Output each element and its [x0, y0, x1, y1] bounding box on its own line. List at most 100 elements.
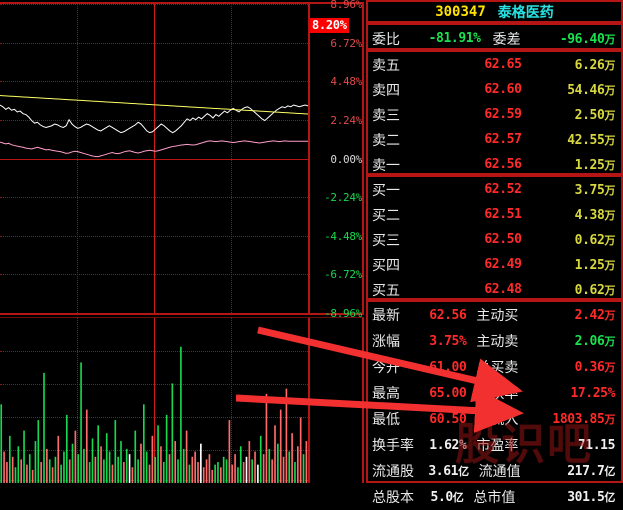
volume-bar — [165, 414, 168, 483]
volume-bar — [259, 435, 262, 483]
buy-level-row[interactable]: 买一 62.52 3.75万 — [368, 177, 621, 202]
volume-plot-area[interactable] — [0, 318, 308, 483]
volume-bar — [28, 454, 31, 483]
volume-bar — [43, 372, 45, 483]
buy-level-row[interactable]: 买三 62.50 0.62万 — [368, 227, 621, 252]
buy-level-label: 买二 — [372, 207, 400, 224]
volume-bar — [48, 459, 51, 483]
volume-bar — [26, 464, 28, 483]
stat-label-2: 流通值 — [478, 464, 521, 480]
volume-bar — [14, 467, 17, 483]
sell-level-label: 卖一 — [372, 157, 400, 174]
volume-bar — [251, 459, 254, 483]
stat-value: 60.50 — [429, 411, 467, 427]
weibi-box: 委比 -81.91% 委差 -96.40万 — [366, 23, 623, 50]
volume-bar — [123, 462, 125, 483]
volume-bar — [108, 451, 111, 483]
volume-bar — [140, 443, 142, 483]
stat-row[interactable]: 最新 62.56 主动买 2.42万 — [368, 302, 621, 328]
sell-level-row[interactable]: 卖三 62.59 2.50万 — [368, 102, 621, 127]
sell-level-label: 卖三 — [372, 107, 400, 124]
volume-bar — [20, 459, 23, 483]
volume-bar — [237, 467, 239, 483]
buy-level-label: 买三 — [372, 232, 400, 249]
y-axis-tick: -6.72% — [324, 268, 362, 282]
stat-row[interactable]: 流通股 3.61亿 流通值 217.7亿 — [368, 458, 621, 484]
buy-level-volume: 4.38万 — [574, 207, 616, 223]
stock-code: 300347 — [435, 3, 486, 20]
volume-bar — [97, 425, 100, 483]
volume-bar — [54, 456, 57, 483]
volume-bar — [8, 435, 11, 483]
stat-row[interactable]: 最低 60.50 净流入 1803.85万 — [368, 406, 621, 432]
volume-time-grid-line — [231, 318, 232, 483]
price-plot-area[interactable] — [0, 4, 308, 313]
stat-value-2: 301.5亿 — [567, 490, 615, 505]
sell-level-volume: 1.25万 — [574, 157, 616, 173]
sell-orders-box[interactable]: 卖五 62.65 6.26万 卖四 62.60 54.46万 卖三 62.59 2.50万 卖二 6… — [366, 50, 623, 175]
volume-bar — [231, 464, 234, 483]
volume-bar — [254, 451, 256, 483]
stat-value: 65.00 — [429, 385, 467, 401]
weicha-label: 委差 — [492, 31, 521, 48]
volume-bar — [0, 404, 3, 483]
volume-bar — [277, 443, 279, 483]
volume-bar — [162, 462, 165, 483]
buy-orders-box[interactable]: 买一 62.52 3.75万 买二 62.51 4.38万 买三 62.50 0.62万 买四 62… — [366, 175, 623, 300]
sell-level-label: 卖二 — [372, 132, 400, 149]
volume-bar — [94, 456, 97, 483]
sell-level-row[interactable]: 卖二 62.57 42.55万 — [368, 127, 621, 152]
stat-value-2: 2.06万 — [574, 334, 616, 349]
time-grid-line — [77, 4, 78, 313]
volume-bar — [191, 456, 194, 483]
volume-bar — [145, 451, 148, 483]
volume-bar — [114, 420, 117, 483]
stat-row[interactable]: 换手率 1.62% 市盈率 71.15 — [368, 432, 621, 458]
stat-label: 涨幅 — [372, 334, 400, 350]
volume-bar — [11, 456, 14, 483]
statistics-box[interactable]: 最新 62.56 主动买 2.42万 涨幅 3.75% 主动卖 2.06万 今开 61.00 总买卖… — [366, 300, 623, 506]
sell-level-price: 62.56 — [484, 157, 522, 172]
stat-row[interactable]: 最高 65.00 涨跌率 17.25% — [368, 380, 621, 406]
buy-level-price: 62.52 — [484, 182, 522, 197]
stat-label-2: 净流入 — [476, 412, 519, 428]
quote-column: 300347 泰格医药 委比 -81.91% 委差 -96.40万 卖五 62.6… — [366, 0, 623, 506]
stat-row[interactable]: 今开 61.00 总买卖 0.36万 — [368, 354, 621, 380]
volume-bar — [214, 464, 216, 483]
volume-bar — [23, 430, 25, 483]
volume-bar — [291, 433, 293, 483]
buy-level-row[interactable]: 买二 62.51 4.38万 — [368, 202, 621, 227]
y-axis-tick: 2.24% — [330, 113, 362, 127]
stat-value-2: 2.42万 — [574, 308, 616, 323]
volume-time-grid-line — [154, 318, 155, 483]
buy-level-row[interactable]: 买五 62.48 0.62万 — [368, 277, 621, 302]
volume-bar — [268, 448, 271, 483]
volume-y-axis — [308, 318, 364, 483]
stat-label-2: 主动卖 — [476, 334, 519, 350]
stat-value: 1.62% — [429, 437, 467, 453]
stat-label-2: 主动买 — [476, 308, 519, 324]
stat-row[interactable]: 总股本 5.0亿 总市值 301.5亿 — [368, 484, 621, 510]
weibi-row: 委比 -81.91% 委差 -96.40万 — [368, 25, 621, 52]
intraday-price-panel[interactable]: 8.96% 6.72% 4.48% 2.24% 0.00% -2.24% -4.48% -6.… — [0, 0, 364, 319]
volume-panel[interactable] — [0, 317, 364, 483]
y-axis-tick: -8.96% — [324, 307, 362, 320]
time-grid-line — [231, 4, 232, 313]
volume-bar — [120, 441, 122, 483]
stat-label: 今开 — [372, 360, 400, 376]
stat-row[interactable]: 涨幅 3.75% 主动卖 2.06万 — [368, 328, 621, 354]
y-axis-tick: -2.24% — [324, 191, 362, 205]
volume-bar — [225, 459, 228, 483]
sell-level-row[interactable]: 卖四 62.60 54.46万 — [368, 77, 621, 102]
sell-level-row[interactable]: 卖一 62.56 1.25万 — [368, 152, 621, 177]
volume-bar — [248, 441, 251, 483]
volume-bar — [299, 417, 302, 483]
buy-level-row[interactable]: 买四 62.49 1.25万 — [368, 252, 621, 277]
volume-bar — [60, 464, 62, 483]
sell-level-row[interactable]: 卖五 62.65 6.26万 — [368, 52, 621, 77]
volume-bar — [222, 456, 225, 483]
stat-value: 5.0亿 — [430, 490, 464, 505]
volume-bar — [34, 441, 37, 483]
volume-bar — [63, 451, 65, 483]
volume-bar — [142, 404, 145, 483]
